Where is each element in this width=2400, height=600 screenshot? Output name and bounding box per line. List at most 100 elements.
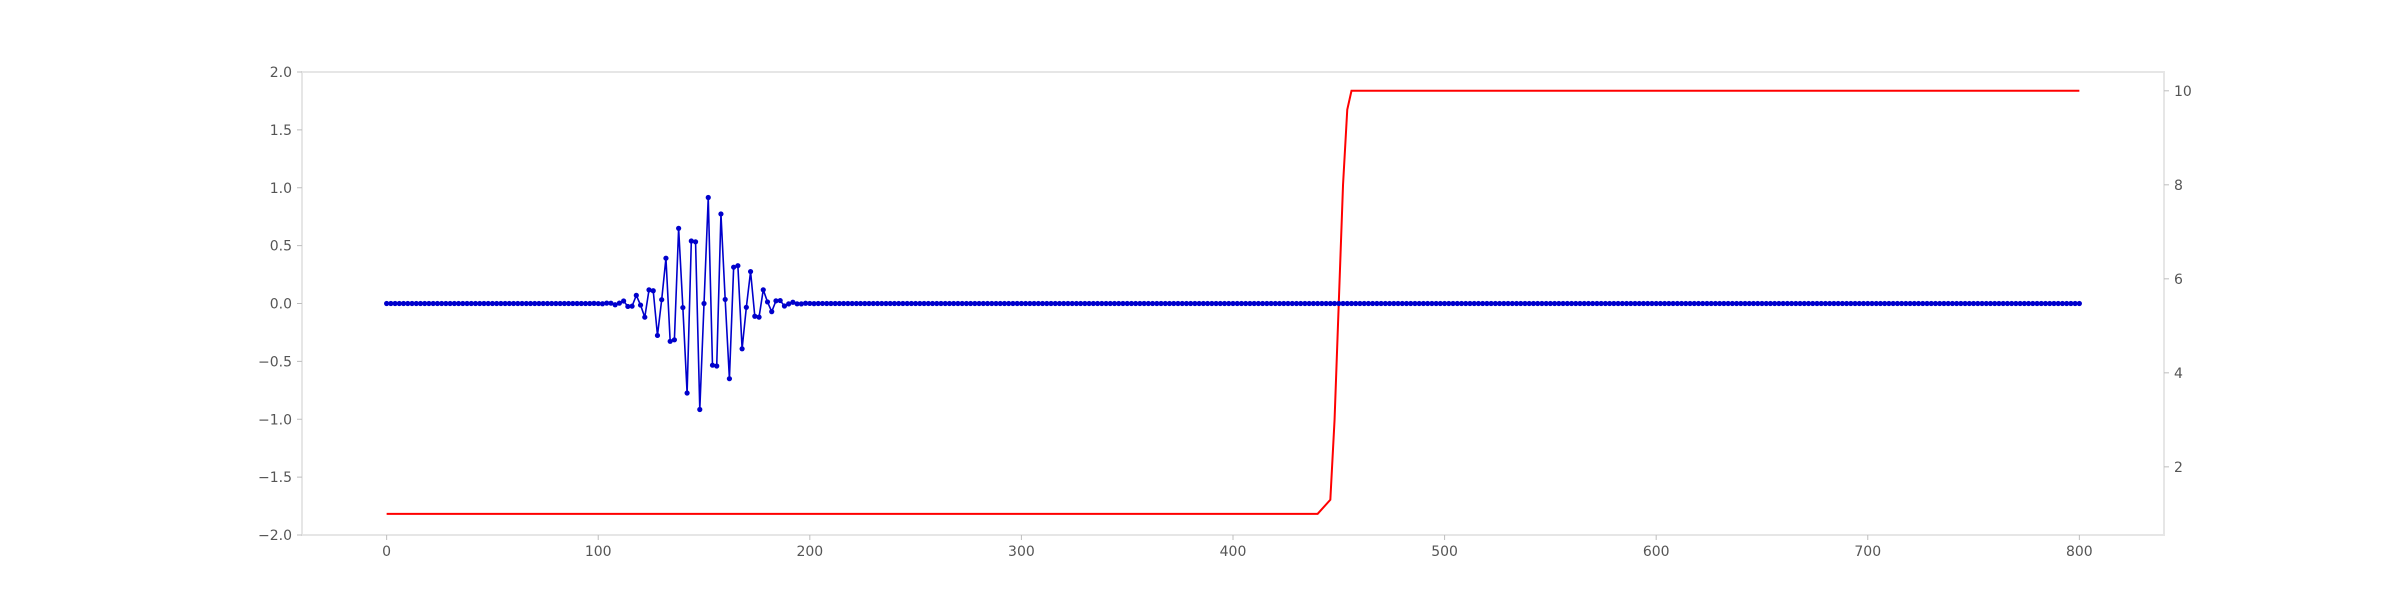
data-point [697,406,703,413]
data-point [2042,300,2049,307]
data-point [1750,300,1757,307]
data-point [790,299,796,305]
data-point [1023,300,1029,307]
data-point [2009,300,2015,307]
data-point [807,300,813,307]
data-point [2064,300,2070,307]
data-point [756,314,762,320]
data-point [1433,300,1439,307]
data-point [1958,300,1964,307]
data-point [519,300,525,307]
data-point [1805,300,1812,307]
data-point [625,303,631,310]
data-point [980,300,986,307]
data-point [963,300,970,307]
data-point [536,300,542,307]
data-point [1103,300,1109,307]
data-point [849,300,855,307]
data-point [637,302,644,308]
data-point [1873,300,1879,307]
data-point [1801,300,1807,307]
data-point [1877,300,1884,307]
y-axis-right-ticks: 10 8 6 4 2 [2164,84,2192,476]
data-point [866,300,872,307]
data-point [1865,300,1871,307]
data-point [722,296,728,303]
data-point [1733,300,1740,307]
data-point [1361,300,1367,307]
data-point [430,300,436,307]
data-point [1649,300,1655,307]
data-point [1006,300,1012,307]
x-tick-label: 500 [1431,544,1458,560]
data-point [1319,300,1325,307]
data-point [413,300,419,307]
data-point [1911,300,1917,307]
data-point [502,300,508,307]
data-point [1831,300,1837,307]
data-point [1272,300,1278,307]
data-point [836,300,843,307]
data-point [1391,300,1397,307]
y2-tick-label: 2 [2174,460,2183,476]
data-point [1124,300,1130,307]
data-point [468,300,474,307]
series-points-wave [384,194,2082,413]
data-point [2034,300,2040,307]
data-point [1700,300,1706,307]
data-point [1975,300,1981,307]
data-point [1260,300,1266,307]
data-point [1310,300,1316,307]
data-point [1488,300,1494,307]
data-point [1882,300,1888,307]
data-point [2038,300,2044,307]
data-point [1526,300,1532,307]
data-point [1742,300,1748,307]
data-point [747,268,754,275]
data-point [1535,300,1541,307]
data-point [1264,300,1270,307]
data-point [1653,300,1659,307]
data-point [566,300,572,307]
data-point [1678,300,1685,307]
data-point [1306,300,1312,307]
data-point [1789,300,1795,307]
data-point [1598,300,1604,307]
data-point [574,300,580,307]
data-point [1001,300,1008,307]
data-point [1213,300,1219,307]
data-point [1221,300,1228,307]
data-point [925,300,931,307]
data-point [1784,300,1790,307]
data-point [1712,300,1719,307]
y2-tick-label: 10 [2174,84,2192,100]
data-point [1107,300,1113,307]
y-tick-label: 1.5 [270,123,292,139]
y-tick-label: −1.5 [258,470,292,486]
data-point [1031,300,1037,307]
data-point [997,300,1003,307]
data-point [1793,300,1799,307]
data-point [1200,300,1206,307]
data-point [735,263,741,269]
data-point [388,300,394,307]
data-point [1061,300,1067,307]
data-point [692,239,699,245]
data-point [1378,300,1384,307]
data-point [777,297,783,304]
data-point [540,300,546,307]
data-point [1158,300,1164,307]
data-point [1717,300,1723,307]
data-point [680,304,686,311]
data-point [405,300,411,307]
data-point [1937,300,1943,307]
data-point [709,362,716,368]
data-point [1818,300,1824,307]
data-point [1128,300,1135,307]
data-point [760,287,766,293]
data-point [739,346,745,352]
data-point [802,300,809,306]
data-point [1276,300,1283,307]
data-point [671,337,678,343]
data-point [1602,300,1608,307]
